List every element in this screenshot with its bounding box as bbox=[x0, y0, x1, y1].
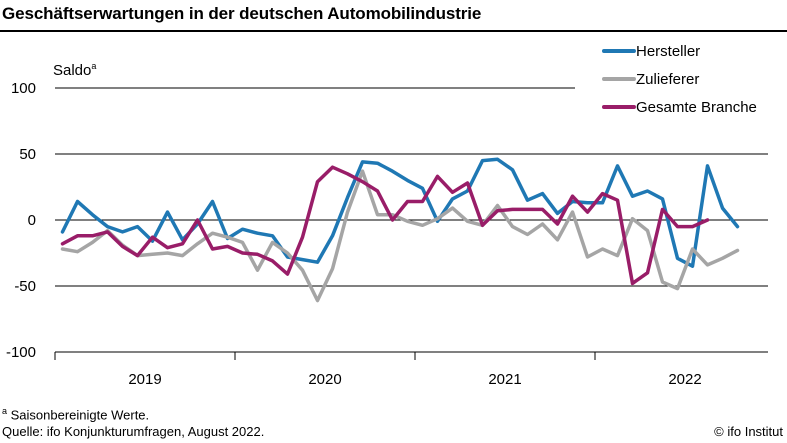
series-line-hersteller bbox=[60, 157, 740, 268]
title-rule bbox=[0, 30, 787, 32]
grid-lines bbox=[55, 87, 768, 353]
y-tick-label: 50 bbox=[19, 146, 36, 163]
legend-label: Zulieferer bbox=[636, 71, 699, 88]
footnote-marker: a bbox=[2, 406, 8, 416]
y-tick-label: 0 bbox=[28, 212, 36, 229]
legend-label: Gesamte Branche bbox=[636, 99, 757, 116]
legend: Hersteller Zulieferer Gesamte Branche bbox=[602, 43, 757, 116]
footnote: a Saisonbereinigte Werte. bbox=[2, 406, 149, 422]
footnote-text: Saisonbereinigte Werte. bbox=[10, 407, 150, 423]
line-chart: 100 50 0 -50 -100 2019 2020 2021 2022 Herstelle… bbox=[6, 43, 768, 388]
chart-title: Geschäftserwartungen in der deutschen Au… bbox=[2, 4, 482, 23]
y-tick-label: -100 bbox=[6, 344, 36, 361]
y-axis-label: Saldoa bbox=[53, 61, 96, 79]
legend-label: Hersteller bbox=[636, 43, 700, 60]
source-note: Quelle: ifo Konjunkturumfragen, August 2… bbox=[2, 424, 265, 439]
x-tick-label: 2021 bbox=[488, 371, 521, 388]
x-tick-label: 2022 bbox=[668, 371, 701, 388]
credit: © ifo Institut bbox=[714, 424, 783, 439]
y-tick-label: 100 bbox=[11, 80, 36, 97]
x-tick-label: 2019 bbox=[128, 371, 161, 388]
x-axis: 2019 2020 2021 2022 bbox=[54, 352, 702, 388]
series-line-gesamte-branche bbox=[60, 165, 710, 286]
series-lines bbox=[60, 157, 740, 303]
x-tick-label: 2020 bbox=[308, 371, 341, 388]
y-tick-labels: 100 50 0 -50 -100 bbox=[6, 80, 36, 361]
y-tick-label: -50 bbox=[14, 278, 36, 295]
